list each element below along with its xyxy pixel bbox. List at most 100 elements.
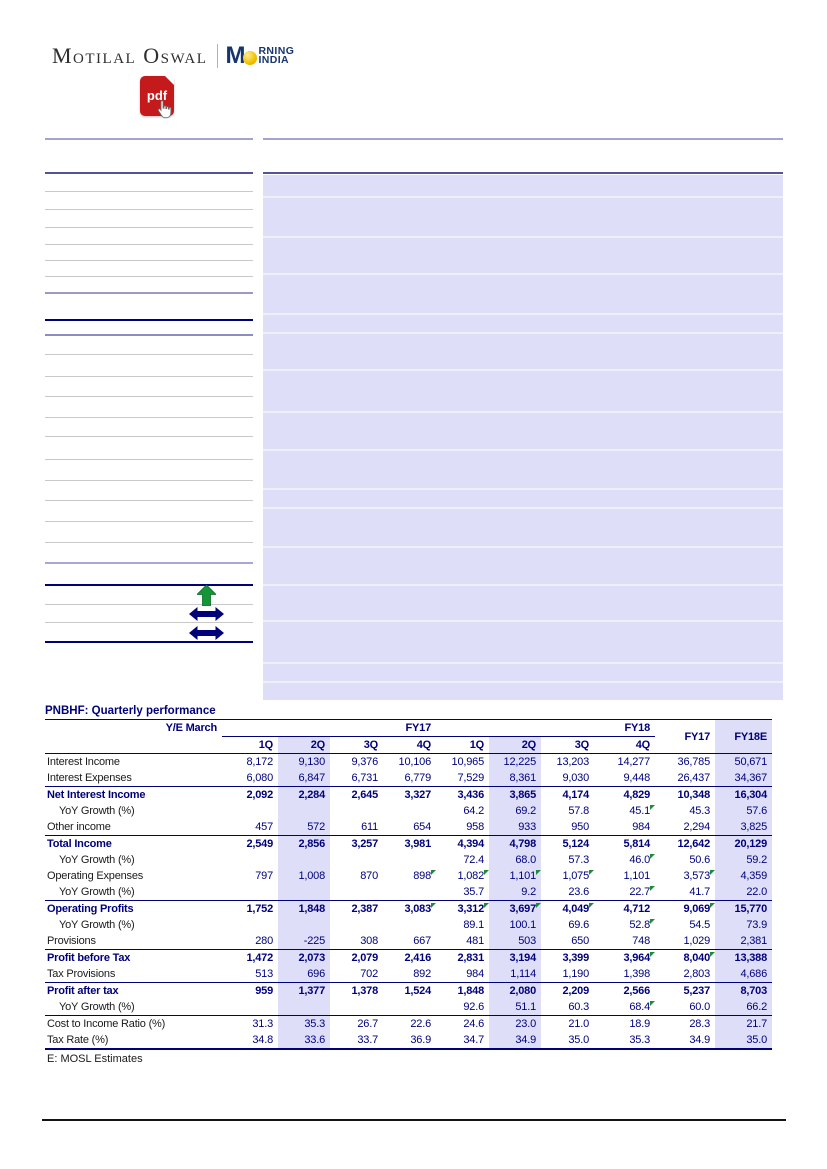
value-cell: 33.6 — [278, 1032, 330, 1050]
value-cell: 52.8 — [594, 917, 655, 933]
value-cell: 35.7 — [463, 886, 484, 898]
value-cell: 4,394 — [436, 835, 489, 852]
value-cell: 4,829 — [594, 786, 655, 803]
estimate-flag-icon — [650, 952, 655, 957]
annual-column-header: FY17 — [655, 719, 715, 754]
value-cell: 23.6 — [568, 886, 589, 898]
row-label: Operating Expenses — [47, 870, 144, 882]
value-cell: 4,174 — [541, 786, 594, 803]
value-cell: 933 — [489, 819, 541, 836]
placeholder-line — [45, 376, 253, 377]
value-cell: 73.9 — [715, 917, 772, 933]
value-cell: 10,106 — [398, 756, 432, 768]
redacted-row-divider — [263, 507, 783, 509]
quarter-column-header: 3Q — [541, 736, 594, 754]
value-cell: 36.9 — [383, 1032, 436, 1050]
redacted-row-divider — [263, 273, 783, 275]
row-label: Profit after tax — [45, 982, 222, 999]
value-cell — [330, 884, 383, 901]
placeholder-line — [45, 172, 253, 174]
value-cell — [278, 852, 330, 868]
redacted-row-divider — [263, 196, 783, 198]
table-row: Cost to Income Ratio (%) 31.3 35.3 26.7 22.6… — [45, 1015, 772, 1032]
quarter-column-header: 2Q — [489, 736, 541, 754]
row-label: Operating Profits — [45, 900, 222, 917]
sun-icon — [243, 51, 258, 65]
value-cell: 3,697 — [489, 900, 541, 917]
value-cell — [278, 884, 330, 901]
value-cell: 1,101 — [623, 870, 650, 882]
placeholder-line — [45, 191, 253, 192]
value-cell: 4,049 — [541, 900, 594, 917]
value-cell: 31.3 — [222, 1015, 278, 1032]
row-label: Total Income — [45, 835, 222, 852]
value-cell: 280 — [255, 935, 273, 947]
value-cell: 2,645 — [330, 786, 383, 803]
value-cell: 4,798 — [489, 835, 541, 852]
value-cell: 667 — [413, 935, 431, 947]
placeholder-line — [45, 604, 253, 605]
value-cell: 68.4 — [594, 999, 655, 1016]
table-row: Provisions 280 -225 308 667 481 503 650 748 1,029… — [45, 933, 772, 950]
row-label: Cost to Income Ratio (%) — [45, 1015, 222, 1032]
placeholder-line — [45, 260, 253, 261]
redacted-row-divider — [263, 369, 783, 371]
value-cell: 9,130 — [278, 753, 330, 770]
value-cell: 1,190 — [562, 968, 589, 980]
value-cell: 4,712 — [594, 900, 655, 917]
value-cell: 2,416 — [383, 949, 436, 966]
value-cell — [278, 917, 330, 933]
page-bottom-rule — [42, 1119, 786, 1121]
estimate-flag-icon — [431, 870, 436, 875]
left-right-arrow-icon — [189, 607, 224, 626]
pdf-file-icon[interactable]: pdf — [140, 76, 174, 119]
placeholder-line — [45, 562, 253, 564]
value-cell: 7,529 — [457, 772, 484, 784]
redacted-row-divider — [263, 546, 783, 548]
value-cell: 10,965 — [451, 756, 485, 768]
redacted-row-divider — [263, 584, 783, 586]
value-cell: 41.7 — [689, 886, 710, 898]
redacted-row-divider — [263, 332, 783, 334]
value-cell: 650 — [571, 935, 589, 947]
table-row: Tax Provisions 513 696 702 892 984 1,114 1,190 1… — [45, 966, 772, 983]
value-cell: 2,387 — [330, 900, 383, 917]
value-cell: 5,237 — [655, 982, 715, 999]
placeholder-line — [45, 480, 253, 481]
placeholder-line — [45, 276, 253, 277]
estimate-flag-icon — [431, 903, 436, 908]
value-cell: 654 — [413, 821, 431, 833]
value-cell — [222, 884, 278, 901]
value-cell: 6,779 — [404, 772, 431, 784]
value-cell: 457 — [255, 821, 273, 833]
annual-column-header: FY18E — [715, 719, 772, 754]
table-row: Other income 457 572 611 654 958 933 950 984 2,29… — [45, 819, 772, 836]
placeholder-line — [45, 542, 253, 543]
value-cell: 34.9 — [489, 1032, 541, 1050]
value-cell: 22.7 — [594, 884, 655, 901]
year-end-label: Y/E March — [45, 719, 222, 754]
pdf-fold-corner — [165, 76, 174, 85]
table-title: PNBHF: Quarterly performance — [45, 705, 216, 717]
redacted-row-divider — [263, 681, 783, 683]
value-cell: 8,040 — [655, 949, 715, 966]
row-label: Net Interest Income — [45, 786, 222, 803]
value-cell: 611 — [361, 821, 378, 833]
value-cell: 12,225 — [489, 753, 541, 770]
value-cell: 8,172 — [246, 756, 273, 768]
placeholder-line — [45, 521, 253, 522]
value-cell: 6,731 — [351, 772, 378, 784]
value-cell: 13,203 — [556, 756, 590, 768]
value-cell — [330, 917, 383, 933]
quarter-column-header: 4Q — [383, 736, 436, 754]
value-cell: 72.4 — [463, 854, 484, 866]
value-cell: 1,075 — [541, 868, 594, 884]
value-cell: 69.2 — [489, 803, 541, 819]
value-cell: 2,803 — [683, 968, 710, 980]
value-cell: 15,770 — [715, 900, 772, 917]
value-cell — [330, 803, 383, 819]
estimate-flag-icon — [536, 903, 541, 908]
value-cell: 3,573 — [655, 868, 715, 884]
estimate-flag-icon — [650, 854, 655, 859]
row-label: Profit before Tax — [45, 949, 222, 966]
